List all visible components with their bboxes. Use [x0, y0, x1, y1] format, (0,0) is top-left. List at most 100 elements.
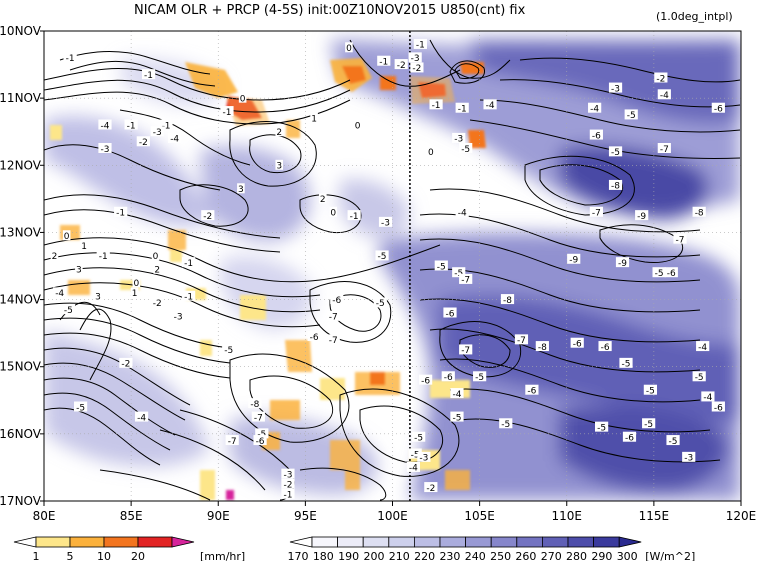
contour-label-bg	[682, 451, 696, 462]
contour-label-bg	[75, 263, 83, 274]
precip-colorbar-high-arrow	[171, 536, 195, 548]
contour-label-bg	[373, 297, 387, 308]
contour-label-bg	[281, 468, 295, 479]
contour-label: 3	[76, 266, 82, 276]
contour-label: -1	[144, 71, 153, 81]
contour-label-bg	[595, 421, 609, 432]
contour-label-bg	[201, 210, 215, 221]
olr-colorbar-tick: 210	[389, 550, 410, 561]
contour-label: -3	[611, 84, 620, 94]
contour-label: -7	[461, 276, 470, 286]
precip-colorbar-tick: 20	[131, 550, 145, 561]
x-tick-label: 85E	[120, 509, 143, 523]
x-tick-label: 120E	[726, 509, 757, 523]
contour-label-bg	[63, 52, 77, 63]
contour-label: -1	[222, 108, 231, 118]
contour-label-bg	[652, 267, 666, 278]
contour-label: -6	[446, 309, 455, 319]
precip-colorbar-unit: [mm/hr]	[200, 550, 245, 561]
contour-label-bg	[643, 384, 657, 395]
olr-colorbar-swatch	[337, 536, 364, 548]
contour-label: -7	[254, 413, 263, 423]
contour-label-bg	[253, 435, 267, 446]
contour-label-bg	[94, 290, 102, 301]
contour-label-bg	[452, 132, 466, 143]
contour-label: -3	[174, 313, 183, 323]
contour-label-bg	[151, 250, 160, 261]
contour-label: -9	[618, 259, 627, 269]
contour-label-bg	[673, 233, 687, 244]
contour-label-bg	[666, 435, 680, 446]
contour-label: -3	[153, 128, 162, 138]
contour-label: 2	[276, 128, 282, 138]
contour-label: -6	[310, 333, 319, 343]
x-tick-label: 100E	[377, 509, 408, 523]
contour-label-bg	[378, 216, 393, 227]
contour-label-bg	[429, 99, 443, 110]
contour-label-bg	[141, 69, 156, 80]
contour-label: -9	[569, 256, 578, 266]
contour-label: 3	[95, 293, 101, 303]
contour-label-bg	[619, 357, 633, 368]
precip-colorbar-swatch	[69, 536, 105, 548]
contour-label: -5	[501, 420, 510, 430]
contour-label-bg	[410, 62, 424, 73]
contour-label-bg	[182, 290, 196, 301]
contour-label-bg	[329, 206, 338, 217]
contour-label: -2	[397, 61, 406, 71]
precip-colorbar: 1 5 10 20 [mm/hr]	[13, 536, 245, 561]
contour-label: -2	[412, 64, 421, 74]
contour-label-bg	[220, 106, 234, 117]
contour-label-bg	[598, 341, 612, 352]
olr-colorbar-swatch	[362, 536, 390, 548]
olr-colorbar-tick: 260	[515, 550, 536, 561]
contour-label-bg	[134, 411, 149, 422]
contour-label-bg	[412, 431, 426, 442]
x-tick-label: 95E	[294, 509, 317, 523]
contour-label-bg	[248, 398, 262, 409]
contour-label-bg	[455, 102, 469, 113]
contour-label: -1	[350, 212, 359, 222]
contour-label-bg	[130, 287, 139, 298]
contour-label: -3	[411, 54, 420, 64]
contour-label: -5	[597, 423, 606, 433]
contour-label: -7	[676, 235, 685, 245]
contour-label: -6	[714, 403, 723, 413]
contour-label: 3	[276, 162, 282, 172]
contour-label: -1	[127, 121, 136, 131]
contour-label: -7	[329, 313, 338, 323]
contour-label: -5	[627, 111, 636, 121]
contour-label-bg	[310, 112, 318, 123]
contour-label: 0	[153, 252, 159, 262]
contour-label-bg	[150, 297, 164, 308]
contour-label-bg	[473, 371, 487, 382]
contour-label: -4	[660, 91, 669, 101]
x-axis: 80E 85E 90E 95E 100E 105E 110E 115E 120E	[33, 501, 757, 523]
contour-label-bg	[692, 371, 706, 382]
contour-label-bg	[375, 250, 389, 261]
contour-label: -6	[573, 340, 582, 350]
contour-label-bg	[168, 132, 182, 143]
olr-colorbar-tick: 180	[313, 550, 334, 561]
contour-label-bg	[61, 304, 75, 315]
contour-label: -5	[414, 434, 423, 444]
contour-label: -4	[100, 121, 109, 131]
y-tick-label: 17NOV	[0, 494, 42, 508]
precip-colorbar-swatch	[137, 536, 173, 548]
contour-label-bg	[319, 193, 327, 204]
contour-label: -2	[656, 74, 665, 84]
contour-label-bg	[408, 448, 422, 459]
contour-label-bg	[455, 206, 469, 217]
contour-label-bg	[307, 331, 321, 341]
contour-label-bg	[275, 126, 284, 137]
contour-label: -3	[381, 219, 390, 229]
contour-label-bg	[657, 89, 671, 100]
contour-label-bg	[394, 59, 408, 70]
y-axis: 10NOV 11NOV 12NOV 13NOV 14NOV 15NOV 16NOV 17NOV	[0, 24, 44, 508]
contour-label: 3	[238, 185, 244, 195]
olr-colorbar-tick: 200	[363, 550, 384, 561]
contour-label-bg	[275, 159, 284, 170]
